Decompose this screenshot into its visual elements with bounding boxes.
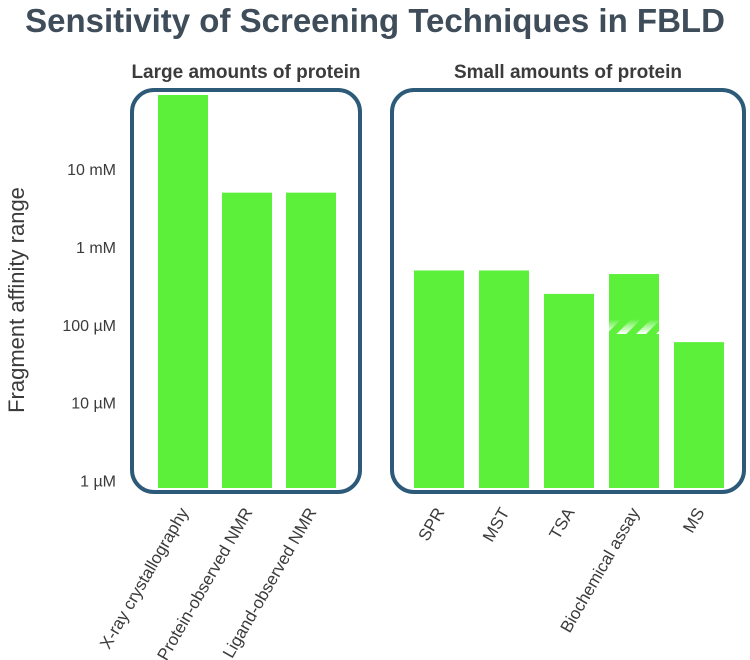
- x-tick-label: TSA: [545, 504, 578, 543]
- y-tick-label: 1 mM: [76, 240, 116, 257]
- y-tick-label: 1 µM: [80, 473, 116, 490]
- bar: [286, 192, 336, 488]
- group-panels: [130, 88, 746, 494]
- x-tick-label: MS: [679, 505, 708, 537]
- bar: [414, 270, 464, 488]
- bars: [158, 95, 724, 488]
- group-panel: [390, 88, 746, 494]
- x-tick-label: MST: [479, 505, 513, 546]
- group-label: Large amounts of protein: [131, 62, 360, 83]
- bar-uncertainty-stripes: [609, 274, 659, 335]
- x-tick-label: SPR: [415, 505, 449, 545]
- chart-title: Sensitivity of Screening Techniques in F…: [25, 2, 725, 39]
- group-label: Small amounts of protein: [454, 62, 682, 83]
- bar: [222, 192, 272, 488]
- bar: [158, 95, 208, 488]
- y-tick-label: 10 µM: [71, 396, 116, 413]
- bar: [674, 342, 724, 488]
- bar: [479, 270, 529, 488]
- y-tick-label: 10 mM: [67, 162, 116, 179]
- group-panel: [130, 88, 362, 494]
- y-tick-label: 100 µM: [62, 318, 116, 335]
- y-tick-labels: 1 µM 10 µM 100 µM 1 mM 10 mM: [62, 162, 116, 490]
- bar: [544, 293, 594, 488]
- y-axis-label: Fragment affinity range: [4, 187, 29, 413]
- group-labels: Large amounts of protein Small amounts of…: [131, 62, 682, 83]
